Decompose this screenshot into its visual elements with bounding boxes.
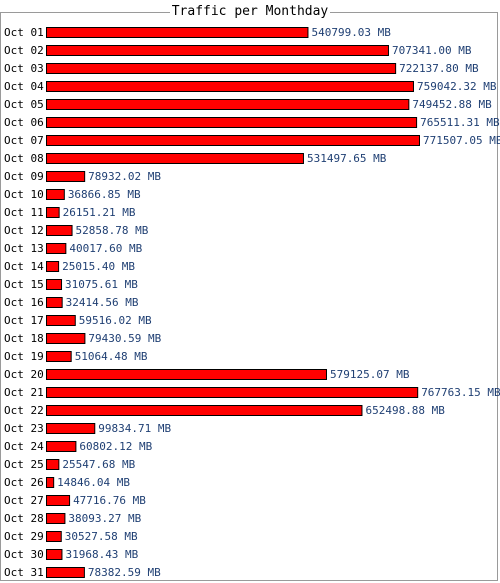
traffic-bar	[46, 189, 65, 200]
traffic-bar	[46, 243, 67, 254]
day-label: Oct 26	[4, 476, 44, 489]
day-label: Oct 31	[4, 566, 44, 579]
value-label: 540799.03 MB	[311, 26, 391, 39]
day-label: Oct 20	[4, 368, 44, 381]
day-label: Oct 28	[4, 512, 44, 525]
traffic-bar	[46, 513, 66, 524]
traffic-bar	[46, 369, 327, 380]
traffic-bar	[46, 63, 397, 74]
day-label: Oct 22	[4, 404, 44, 417]
value-label: 31075.61 MB	[65, 278, 138, 291]
traffic-bar	[46, 297, 63, 308]
value-label: 47716.76 MB	[73, 494, 146, 507]
value-label: 78932.02 MB	[88, 170, 161, 183]
traffic-bar	[46, 423, 96, 434]
day-label: Oct 01	[4, 26, 44, 39]
value-label: 14846.04 MB	[57, 476, 130, 489]
traffic-bar	[46, 531, 62, 542]
day-label: Oct 12	[4, 224, 44, 237]
value-label: 765511.31 MB	[420, 116, 500, 129]
value-label: 531497.65 MB	[307, 152, 387, 165]
traffic-bar	[46, 207, 60, 218]
traffic-bar	[46, 477, 55, 488]
value-label: 25547.68 MB	[62, 458, 135, 471]
value-label: 25015.40 MB	[62, 260, 135, 273]
value-label: 51064.48 MB	[75, 350, 148, 363]
value-label: 36866.85 MB	[68, 188, 141, 201]
day-label: Oct 16	[4, 296, 44, 309]
traffic-bar	[46, 567, 85, 578]
traffic-bar	[46, 81, 414, 92]
day-label: Oct 09	[4, 170, 44, 183]
traffic-bar	[46, 117, 418, 128]
value-label: 30527.58 MB	[65, 530, 138, 543]
traffic-bar	[46, 441, 77, 452]
day-label: Oct 17	[4, 314, 44, 327]
day-label: Oct 04	[4, 80, 44, 93]
traffic-bar	[46, 459, 60, 470]
traffic-bar	[46, 333, 86, 344]
traffic-bar	[46, 135, 420, 146]
day-label: Oct 23	[4, 422, 44, 435]
traffic-bar	[46, 261, 60, 272]
value-label: 78382.59 MB	[88, 566, 161, 579]
day-label: Oct 07	[4, 134, 44, 147]
day-label: Oct 25	[4, 458, 44, 471]
value-label: 31968.43 MB	[65, 548, 138, 561]
day-label: Oct 24	[4, 440, 44, 453]
value-label: 79430.59 MB	[88, 332, 161, 345]
traffic-bar	[46, 549, 63, 560]
traffic-bar	[46, 99, 410, 110]
value-label: 579125.07 MB	[330, 368, 410, 381]
value-label: 99834.71 MB	[98, 422, 171, 435]
traffic-bar	[46, 495, 71, 506]
traffic-bar	[46, 279, 63, 290]
value-label: 759042.32 MB	[417, 80, 497, 93]
day-label: Oct 05	[4, 98, 44, 111]
day-label: Oct 30	[4, 548, 44, 561]
traffic-bar	[46, 153, 304, 164]
day-label: Oct 14	[4, 260, 44, 273]
day-label: Oct 10	[4, 188, 44, 201]
day-label: Oct 15	[4, 278, 44, 291]
value-label: 749452.88 MB	[412, 98, 492, 111]
traffic-bar	[46, 405, 363, 416]
value-label: 38093.27 MB	[68, 512, 141, 525]
traffic-bar	[46, 387, 419, 398]
day-label: Oct 11	[4, 206, 44, 219]
day-label: Oct 03	[4, 62, 44, 75]
value-label: 59516.02 MB	[79, 314, 152, 327]
day-label: Oct 08	[4, 152, 44, 165]
traffic-bar	[46, 315, 76, 326]
day-label: Oct 29	[4, 530, 44, 543]
value-label: 722137.80 MB	[399, 62, 479, 75]
day-label: Oct 21	[4, 386, 44, 399]
day-label: Oct 27	[4, 494, 44, 507]
value-label: 767763.15 MB	[421, 386, 500, 399]
value-label: 707341.00 MB	[392, 44, 472, 57]
value-label: 52858.78 MB	[76, 224, 149, 237]
value-label: 26151.21 MB	[63, 206, 136, 219]
traffic-bar	[46, 171, 86, 182]
value-label: 771507.05 MB	[423, 134, 500, 147]
value-label: 40017.60 MB	[69, 242, 142, 255]
traffic-bar	[46, 45, 389, 56]
value-label: 652498.88 MB	[365, 404, 445, 417]
traffic-bar	[46, 225, 73, 236]
chart-title: Traffic per Monthday	[169, 4, 331, 19]
day-label: Oct 02	[4, 44, 44, 57]
value-label: 32414.56 MB	[66, 296, 139, 309]
day-label: Oct 06	[4, 116, 44, 129]
value-label: 60802.12 MB	[79, 440, 152, 453]
traffic-bar	[46, 351, 72, 362]
chart-title-wrap: Traffic per Monthday	[0, 4, 500, 20]
day-label: Oct 19	[4, 350, 44, 363]
day-label: Oct 18	[4, 332, 44, 345]
traffic-bar	[46, 27, 309, 38]
day-label: Oct 13	[4, 242, 44, 255]
